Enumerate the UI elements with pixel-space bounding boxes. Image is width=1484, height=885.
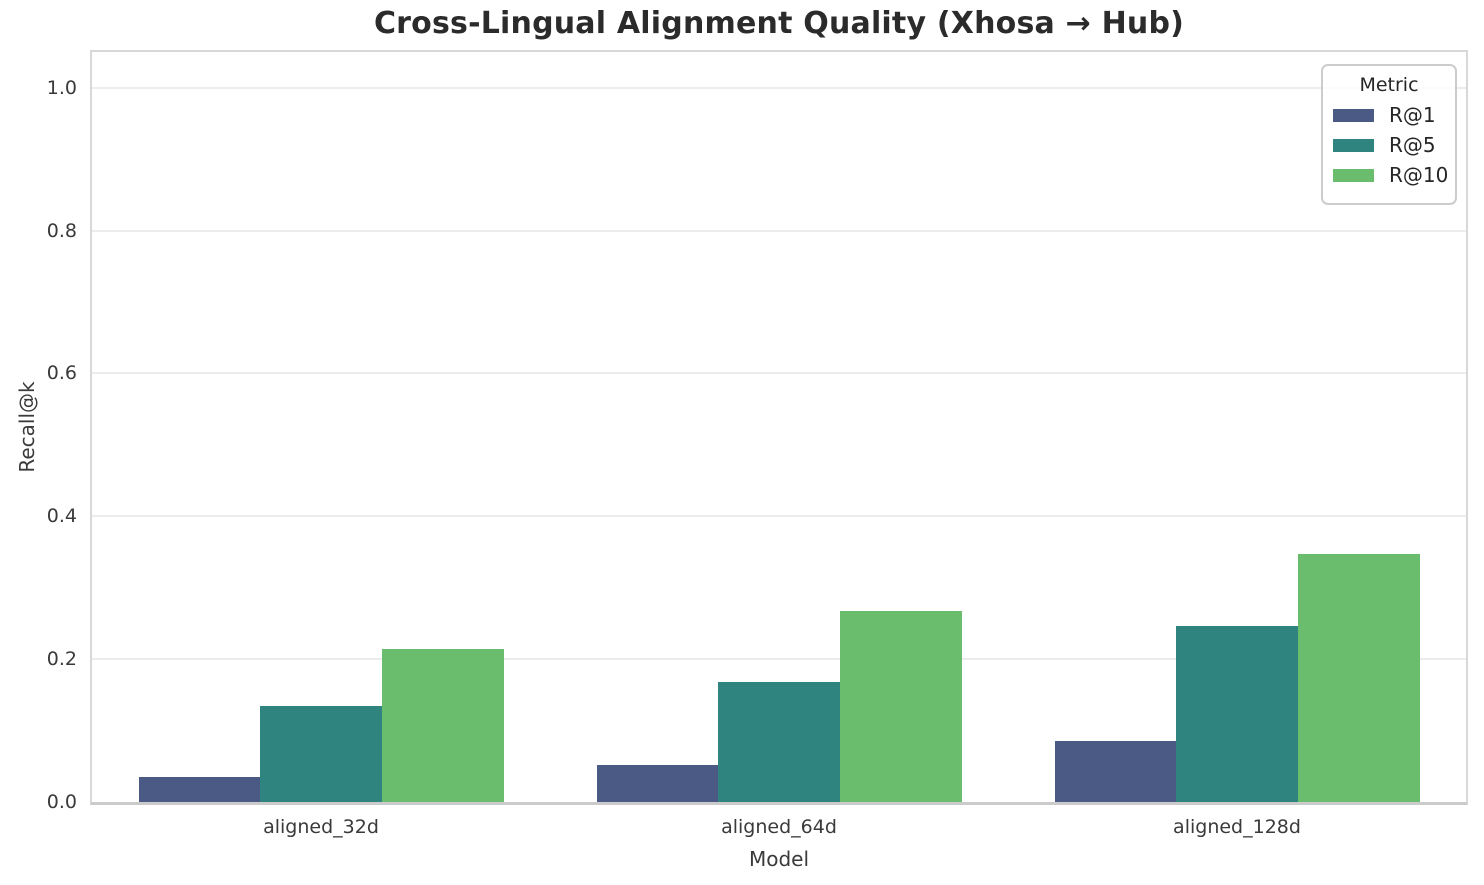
gridline-1 — [92, 86, 1466, 89]
bar-group-aligned_128d — [1054, 52, 1420, 802]
legend-item-R@1: R@1 — [1333, 103, 1445, 127]
legend-title: Metric — [1359, 74, 1419, 96]
bar-aligned_64d-R@5 — [718, 682, 840, 802]
y-tick-1.0: 1.0 — [46, 76, 77, 99]
legend-swatch-R@10 — [1333, 168, 1374, 182]
gridline-0.4 — [92, 515, 1466, 518]
legend-label: R@5 — [1389, 133, 1436, 157]
bar-aligned_64d-R@10 — [839, 610, 962, 802]
legend-items: R@1 R@5 R@10 — [1333, 103, 1449, 187]
legend-swatch-R@5 — [1333, 138, 1374, 152]
x-tick-aligned_128d: aligned_128d — [1173, 816, 1301, 838]
bar-aligned_128d-R@1 — [1054, 741, 1177, 802]
x-tick-aligned_64d: aligned_64d — [721, 816, 837, 838]
gridline-0.8 — [92, 229, 1466, 232]
legend-item-R@5: R@5 — [1333, 133, 1445, 157]
legend-swatch-R@1 — [1333, 108, 1374, 122]
y-tick-0.2: 0.2 — [46, 648, 77, 671]
bar-group-aligned_64d — [596, 52, 962, 802]
y-tick-0.4: 0.4 — [46, 505, 77, 528]
y-tick-0.8: 0.8 — [46, 219, 77, 242]
x-tick-aligned_32d: aligned_32d — [263, 816, 379, 838]
legend-label: R@10 — [1389, 163, 1449, 187]
gridline-0.6 — [92, 372, 1466, 375]
bar-aligned_128d-R@5 — [1176, 625, 1298, 802]
chart-title: Cross-Lingual Alignment Quality (Xhosa →… — [373, 6, 1185, 41]
gridline-0.2 — [92, 658, 1466, 661]
bar-aligned_64d-R@1 — [596, 764, 719, 802]
bar-aligned_32d-R@10 — [381, 649, 504, 802]
x-axis-label: Model — [748, 847, 810, 871]
legend-item-R@10: R@10 — [1333, 163, 1449, 187]
y-axis-label: Recall@k — [15, 381, 39, 473]
plot-area: Metric R@1 R@5 R@10 — [90, 50, 1468, 805]
legend: Metric R@1 R@5 R@10 — [1321, 64, 1457, 205]
bar-aligned_128d-R@10 — [1297, 554, 1420, 802]
y-tick-0.0: 0.0 — [46, 791, 77, 813]
bar-aligned_32d-R@5 — [260, 706, 382, 802]
bar-group-aligned_32d — [138, 52, 504, 802]
y-tick-0.6: 0.6 — [46, 362, 77, 385]
legend-label: R@1 — [1389, 103, 1436, 127]
bar-aligned_32d-R@1 — [138, 777, 261, 802]
